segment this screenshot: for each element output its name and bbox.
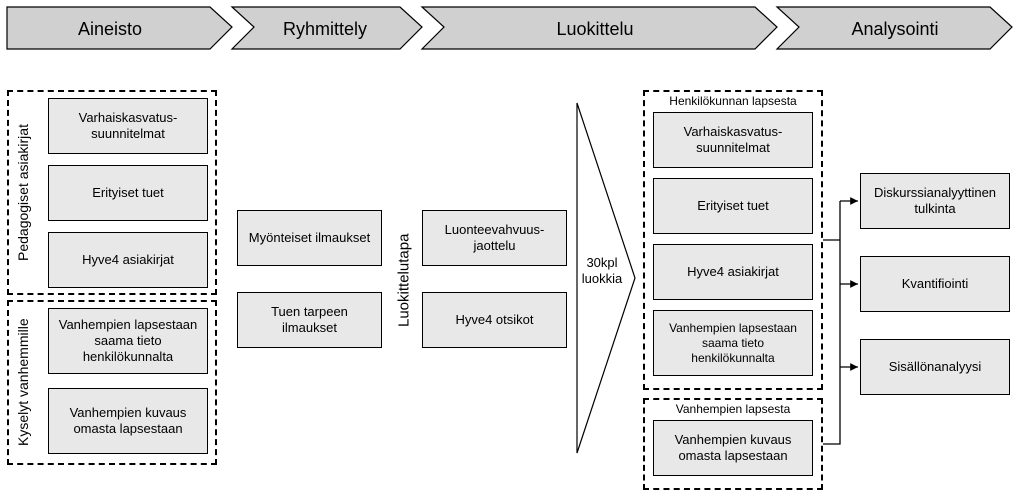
- label-kyselyt: Kyselyt vanhemmille: [12, 305, 34, 460]
- box-analysointi-item-1: Kvantifiointi: [860, 256, 1010, 312]
- title-henkilokunta: Henkilökunnan lapsesta: [645, 94, 821, 108]
- box-henkilokunta-item-1: Erityiset tuet: [653, 178, 813, 234]
- box-kyselyt-item-0: Vanhempien lapsestaan saama tieto henkil…: [48, 308, 208, 374]
- stage-label-ryhmittely: Ryhmittely: [283, 19, 367, 39]
- title-vanhempien: Vanhempien lapsesta: [645, 402, 821, 416]
- box-analysointi-item-2: Sisällönanalyysi: [860, 339, 1010, 395]
- label-luokittelutapa: Luokittelutapa: [393, 205, 415, 355]
- box-pedagogiset-item-1: Erityiset tuet: [48, 165, 208, 221]
- box-ryhmittely-item-0: Myönteiset ilmaukset: [237, 210, 382, 266]
- stage-label-aineisto: Aineisto: [78, 19, 142, 39]
- stage-chevron-ryhmittely: Ryhmittely: [232, 7, 422, 49]
- stage-chevron-luokittelu: Luokittelu: [422, 7, 777, 49]
- stage-label-luokittelu: Luokittelu: [556, 19, 633, 39]
- stage-label-analysointi: Analysointi: [851, 19, 938, 39]
- box-luokittelu-item-1: Hyve4 otsikot: [422, 292, 567, 348]
- box-luokittelu-item-0: Luonteevahvuus-jaottelu: [422, 210, 567, 266]
- box-henkilokunta-item-3: Vanhempien lapsestaan saama tieto henkil…: [653, 310, 813, 376]
- stage-chevron-aineisto: Aineisto: [7, 7, 232, 49]
- box-pedagogiset-item-0: Varhaiskasvatus-suunnitelmat: [48, 98, 208, 154]
- label-pedagogiset: Pedagogiset asiakirjat: [12, 95, 34, 290]
- box-henkilokunta-item-2: Hyve4 asiakirjat: [653, 244, 813, 300]
- stage-chevron-bar: Aineisto Ryhmittely Luokittelu Analysoin…: [0, 0, 1023, 55]
- box-kyselyt-item-1: Vanhempien kuvaus omasta lapsestaan: [48, 388, 208, 454]
- box-pedagogiset-item-2: Hyve4 asiakirjat: [48, 232, 208, 288]
- box-ryhmittely-item-1: Tuen tarpeen ilmaukset: [237, 292, 382, 348]
- stage-chevron-analysointi: Analysointi: [777, 7, 1012, 49]
- box-vanhempien-item-0: Vanhempien kuvaus omasta lapsestaan: [653, 420, 813, 476]
- box-henkilokunta-item-0: Varhaiskasvatus-suunnitelmat: [653, 112, 813, 168]
- funnel-text: 30kpl luokkia: [578, 255, 626, 286]
- box-analysointi-item-0: Diskurssianalyyttinen tulkinta: [860, 173, 1010, 229]
